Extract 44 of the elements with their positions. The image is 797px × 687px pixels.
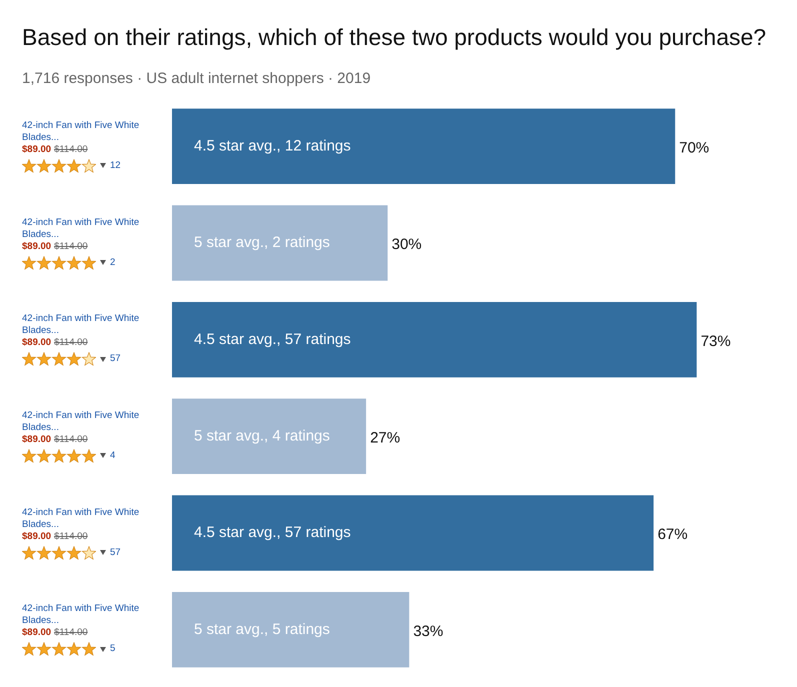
y-tick-label: 5 star avg., 4 ratings — [194, 427, 330, 444]
y-tick-label: 5 star avg., 2 ratings — [194, 234, 330, 252]
y-tick-label: 5 star avg., 5 ratings — [194, 620, 330, 638]
data-label: 70% — [679, 139, 710, 156]
text: 42-inch Fan with Five White Blades... — [22, 603, 140, 628]
text: $114.00 — [54, 337, 88, 348]
text: $89.00 — [22, 337, 52, 348]
text: 2 — [110, 256, 116, 268]
chart-subtitle: 1,716 responses · US adult internet shoppers · 2019 — [22, 70, 371, 87]
text: $89.00 — [22, 240, 52, 252]
data-label: 73% — [700, 332, 731, 350]
text: 12 — [110, 160, 121, 172]
y-tick-label: 4.5 star avg., 12 ratings — [194, 137, 351, 154]
data-label: 27% — [370, 429, 400, 446]
text: $89.00 — [22, 627, 52, 638]
text: 4 — [110, 450, 116, 462]
text: 42-inch Fan with Five White Blades... — [22, 216, 140, 240]
text: $114.00 — [54, 627, 88, 638]
text: 57 — [110, 546, 121, 558]
bar — [172, 398, 366, 474]
data-label: 33% — [413, 622, 444, 640]
text: 57 — [110, 353, 121, 366]
text: 5 — [110, 643, 116, 656]
text: $114.00 — [54, 434, 88, 445]
text: $114.00 — [54, 240, 88, 252]
bar — [172, 495, 654, 571]
bar — [172, 302, 697, 378]
text: $89.00 — [22, 530, 52, 542]
text: 42-inch Fan with Five White Blades... — [22, 410, 140, 434]
text: 42-inch Fan with Five White Blades... — [22, 506, 140, 530]
text: $89.00 — [22, 144, 52, 155]
data-label: 67% — [658, 526, 688, 544]
text: $114.00 — [54, 144, 88, 155]
text: 42-inch Fan with Five White Blades... — [22, 120, 140, 144]
text: 42-inch Fan with Five White Blades... — [22, 313, 140, 338]
data-label: 30% — [392, 236, 422, 254]
y-tick-label: 4.5 star avg., 57 ratings — [194, 524, 351, 542]
chart-title: Based on their ratings, which of these two products would you purchase? — [22, 24, 766, 51]
y-tick-label: 4.5 star avg., 57 ratings — [194, 330, 351, 348]
bar — [172, 592, 410, 668]
bar — [172, 108, 676, 184]
text: $89.00 — [22, 434, 52, 445]
text: $114.00 — [54, 530, 88, 542]
bar — [172, 205, 388, 281]
